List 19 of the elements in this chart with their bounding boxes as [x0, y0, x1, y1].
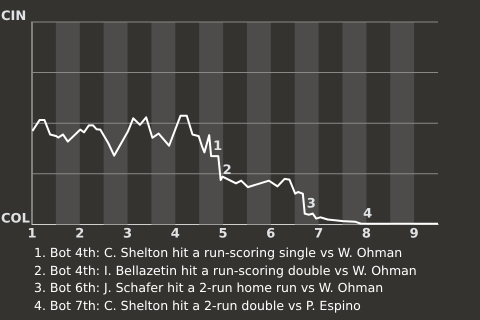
x-tick-label: 2: [75, 226, 84, 242]
text: 2. Bot 4th: I. Bellazetin hit a run-scoring double vs W. Ohman: [34, 262, 417, 279]
text: 3. Bot 6th: J. Schafer hit a 2-run home run vs W. Ohman: [34, 279, 384, 296]
x-tick-label: 1: [27, 226, 37, 242]
x-tick-label: 9: [410, 226, 419, 242]
x-tick-label: 8: [362, 226, 371, 242]
x-tick-label: 6: [266, 226, 276, 242]
text: CIN: [1, 8, 26, 24]
x-tick-label: 4: [170, 226, 180, 242]
x-tick-label: 7: [314, 226, 324, 242]
annotation: 3: [306, 196, 316, 212]
text: 1. Bot 4th: C. Shelton hit a run-scoring single vs W. Ohman: [34, 244, 404, 262]
annotation: 4: [363, 206, 372, 222]
x-tick-label: 5: [218, 226, 228, 242]
annotation: 2: [222, 162, 232, 178]
annotation: 1: [213, 139, 222, 154]
text: 4. Bot 7th: C. Shelton hit a 2-run double vs P. Espino: [34, 296, 362, 314]
x-tick-label: 3: [123, 226, 132, 242]
text: COL: [1, 211, 30, 226]
